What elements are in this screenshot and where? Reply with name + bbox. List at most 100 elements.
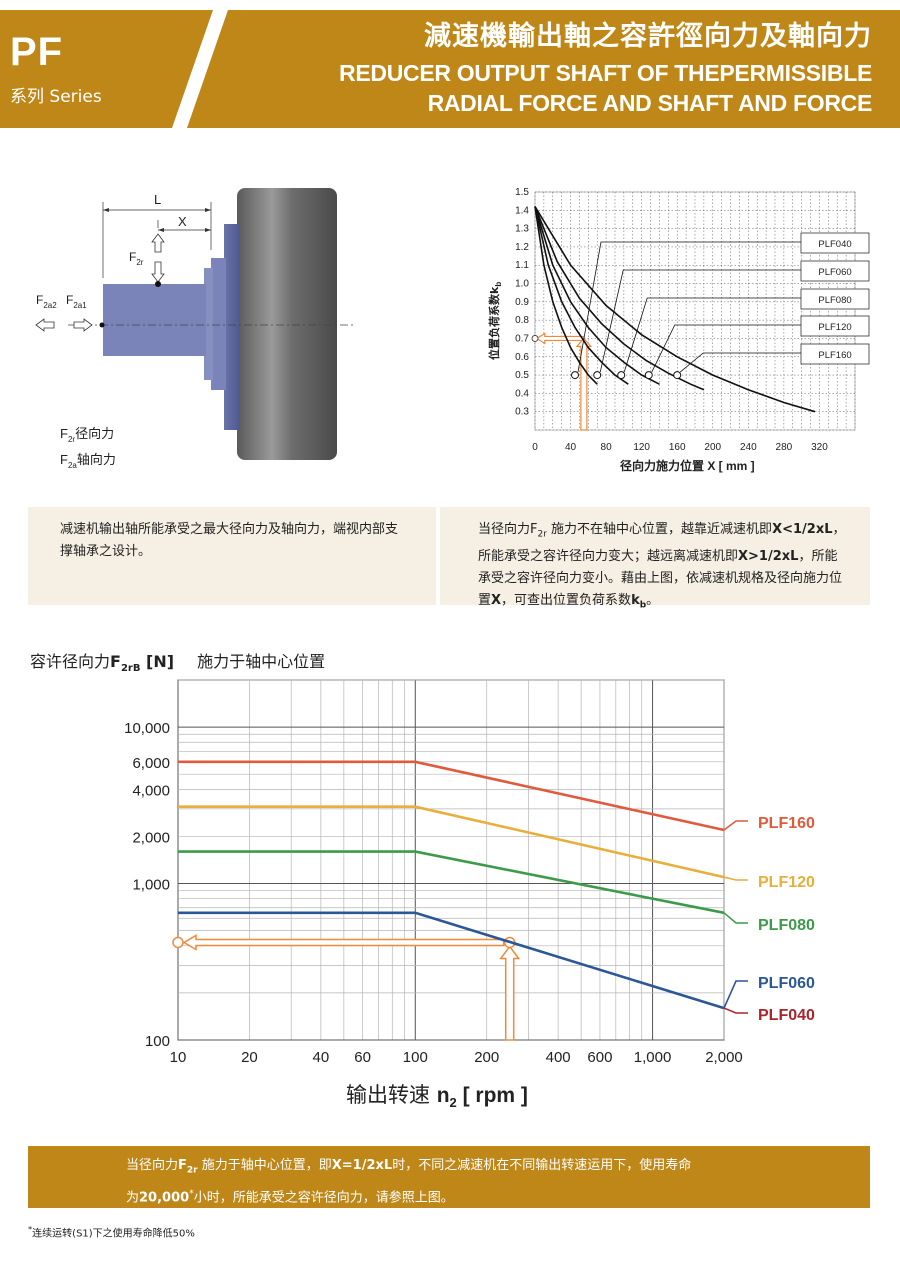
f2rb-y-tick: 4,000 — [132, 782, 170, 799]
shaft-collar — [211, 258, 226, 390]
f2rb-legend: PLF160 PLF120 PLF080 PLF060 PLF040 — [723, 815, 815, 1024]
kb-marker-plf160 — [673, 371, 682, 380]
f2rb-y-tick: 10,000 — [124, 720, 170, 737]
reducer-housing — [237, 188, 337, 460]
kb-x-tick: 160 — [669, 442, 686, 453]
kb-leader-plf060 — [599, 269, 801, 373]
f2rb-x-tick: 400 — [546, 1049, 571, 1066]
kb-legend-box-plf120 — [800, 315, 870, 337]
f2rb-legend-plf160: PLF160 — [758, 815, 815, 832]
series-label: 系列 Series — [10, 87, 102, 107]
legend-axial: F2a轴向力 — [60, 452, 116, 470]
kb-y-tick: 1.2 — [515, 242, 529, 253]
header-band — [0, 10, 900, 128]
f2rb-y-tick: 6,000 — [132, 755, 170, 772]
f2rb-legend-plf040: PLF040 — [758, 1007, 815, 1024]
kb-y-tick: 1.0 — [515, 279, 529, 290]
kb-curve-plf040 — [534, 206, 598, 385]
kb-legend-box-plf040 — [800, 232, 870, 254]
info-right-text: 当径向力F2r 施力不在轴中心位置，越靠近减速机即X<1/2xL，所能承受之容许… — [478, 522, 846, 611]
f2rb-y-tick: 1,000 — [132, 877, 170, 894]
f2rb-x-tick: 100 — [403, 1049, 428, 1066]
info-box-left: 减速机输出轴所能承受之最大径向力及轴向力，端视内部支撑轴承之设计。 — [28, 507, 436, 605]
f2rb-chart: 10 20 40 60 100 200 400 600 1,000 2,000 100 1,000 2,… — [124, 679, 815, 1110]
legend-radial: F2r径向力 — [60, 426, 114, 444]
kb-reading-up-arrow-icon — [575, 337, 593, 431]
header-series-block — [0, 10, 213, 128]
shaft-diagram: L X F2r F2a2 F2a1 F2r径向力 F2a轴向力 — [35, 188, 353, 470]
reducer-flange — [224, 224, 240, 430]
kb-x-tick: 40 — [565, 442, 577, 453]
f2rb-reading-up-arrow-icon — [499, 945, 521, 1041]
f2rb-xlabel: 输出转速 n2 [ rpm ] — [346, 1083, 528, 1110]
footer-line2: 为20,000*小时，所能承受之容许径向力，请参照上图。 — [126, 1188, 454, 1205]
f2rb-reading-left-arrow-icon — [182, 934, 505, 951]
kb-y-tick: 1.1 — [515, 260, 529, 271]
dim-arrow-icon — [205, 228, 211, 232]
kb-x-tick: 200 — [704, 442, 721, 453]
kb-y-tick: 1.3 — [515, 224, 529, 235]
kb-y-tick: 0.5 — [515, 370, 529, 381]
radial-arrow-up-icon — [151, 233, 165, 253]
footer-line1: 当径向力F2r 施力于轴中心位置，即X=1/2xL时，不同之减速机在不同输出转速… — [126, 1158, 692, 1176]
kb-leader-plf040 — [577, 241, 801, 373]
kb-y-tick: 0.4 — [515, 388, 529, 399]
kb-marker-plf040 — [571, 371, 579, 380]
kb-marker-plf080 — [617, 371, 626, 380]
f2rb-legend-plf120: PLF120 — [758, 874, 815, 891]
kb-x-tick: 280 — [776, 442, 793, 453]
f2rb-y-tick: 2,000 — [132, 829, 170, 846]
kb-chart: 0 40 80 120 160 200 240 280 320 0.3 0.4 0.5 0.6 0.7 0.… — [487, 187, 870, 473]
kb-legend-box-plf160 — [800, 343, 870, 365]
kb-ticks: 0 40 80 120 160 200 240 280 320 0.3 0.4 0.5 0.6 0.7 0.… — [515, 187, 828, 453]
f2rb-x-tick: 2,000 — [705, 1049, 743, 1066]
f2rb-x-tick: 1,000 — [634, 1049, 672, 1066]
kb-y-tick: 0.9 — [515, 297, 529, 308]
f2rb-line-plf120 — [178, 805, 725, 879]
f2rb-leader-plf080 — [723, 912, 748, 924]
kb-ylabel: 位置负荷系数kb — [487, 282, 503, 360]
label-X: X — [178, 214, 187, 229]
axial-arrow-left-icon — [35, 318, 55, 332]
footer-band: 当径向力F2r 施力于轴中心位置，即X=1/2xL时，不同之减速机在不同输出转速… — [28, 1146, 870, 1208]
label-f2r: F2r — [129, 250, 144, 267]
kb-legend: PLF040 PLF060 PLF080 PLF120 PLF160 — [577, 232, 870, 373]
f2rb-legend-plf080: PLF080 — [758, 917, 815, 934]
kb-curve-plf120 — [534, 206, 705, 391]
axial-load-point — [99, 322, 105, 328]
f2rb-leader-plf040 — [723, 1007, 748, 1014]
kb-curve-plf160 — [534, 206, 816, 413]
radial-arrow-down-icon — [151, 261, 165, 283]
f2rb-leader-plf120 — [723, 876, 748, 881]
dim-arrow-icon — [103, 208, 109, 212]
kb-y-tick: 0.7 — [515, 333, 529, 344]
load-point — [155, 281, 161, 287]
kb-legend-plf120: PLF120 — [818, 322, 851, 333]
f2rb-x-tick: 40 — [313, 1049, 330, 1066]
kb-legend-box-plf060 — [800, 260, 870, 282]
f2rb-line-plf080 — [178, 850, 725, 915]
shaft-collar-step — [204, 268, 213, 380]
kb-xlabel: 径向力施力位置 X [ mm ] — [620, 458, 755, 473]
kb-curve-plf080 — [534, 206, 660, 385]
kb-legend-box-plf080 — [800, 288, 870, 310]
f2rb-x-tick: 200 — [474, 1049, 499, 1066]
page-title-cn: 減速機輸出軸之容許徑向力及軸向力 — [424, 21, 872, 52]
kb-reading-point — [531, 335, 539, 342]
kb-grid — [534, 191, 856, 431]
kb-y-tick: 0.3 — [515, 407, 529, 418]
kb-y-tick: 1.5 — [515, 187, 529, 198]
f2rb-x-tick: 600 — [587, 1049, 612, 1066]
info-box-right: 当径向力F2r 施力不在轴中心位置，越靠近减速机即X<1/2xL，所能承受之容许… — [440, 507, 870, 610]
kb-marker-plf120 — [644, 371, 653, 380]
f2rb-x-tick: 10 — [170, 1049, 187, 1066]
f2rb-line-plf160 — [178, 760, 725, 832]
f2rb-line-plf060 — [178, 911, 725, 1010]
kb-curves — [531, 206, 816, 431]
f2rb-x-tick: 60 — [354, 1049, 371, 1066]
f2rb-chart-title: 容许径向力F2rB [N] 施力于轴中心位置 — [30, 652, 326, 675]
dim-arrow-icon — [158, 228, 164, 232]
f2rb-legend-plf060: PLF060 — [758, 975, 815, 992]
page-title-en-line1: REDUCER OUTPUT SHAFT OF THEPERMISSIBLE — [339, 60, 872, 86]
output-shaft — [103, 284, 206, 356]
